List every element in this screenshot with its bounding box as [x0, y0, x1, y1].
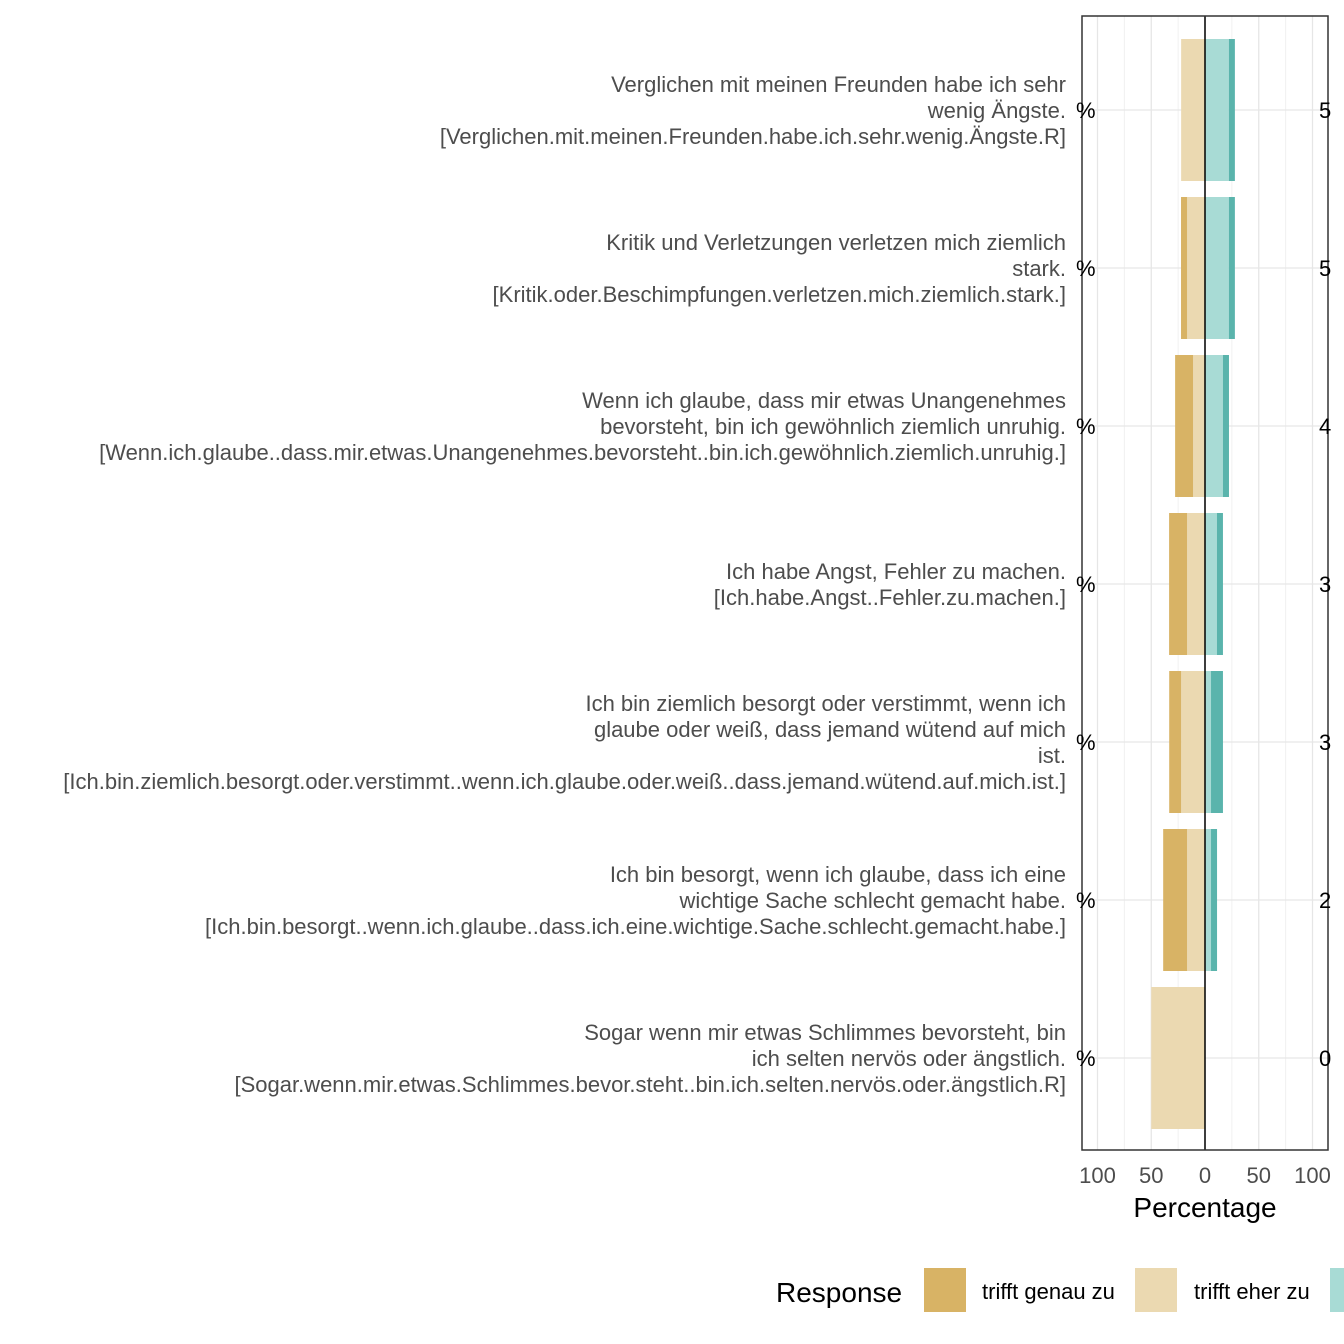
- x-axis-ticks: 100 50 0 50 100: [1079, 1163, 1331, 1188]
- bar-segment: [1205, 355, 1223, 497]
- category-label: Sogar wenn mir etwas Schlimmes bevorsteh…: [584, 1020, 1066, 1045]
- legend-title: Response: [776, 1277, 902, 1308]
- right-percent-label: 5: [1319, 256, 1331, 281]
- plot-panel-border: [1081, 15, 1329, 1151]
- left-percent-label: %: [1076, 414, 1096, 439]
- category-label: [Ich.bin.ziemlich.besorgt.oder.verstimmt…: [63, 769, 1066, 794]
- left-percent-label: %: [1076, 1046, 1096, 1071]
- bar-segment: [1205, 197, 1229, 339]
- left-percent-label: %: [1076, 572, 1096, 597]
- category-label: [Ich.habe.Angst..Fehler.zu.machen.]: [714, 585, 1066, 610]
- category-label: glaube oder weiß, dass jemand wütend auf…: [594, 717, 1066, 742]
- right-percent-label: 0: [1319, 1046, 1331, 1071]
- category-label: [Sogar.wenn.mir.etwas.Schlimmes.bevor.st…: [234, 1072, 1066, 1097]
- bar-segment: [1169, 671, 1182, 813]
- right-percent-label: 3: [1319, 730, 1331, 755]
- x-tick-label: 50: [1247, 1163, 1271, 1188]
- left-percent-label: %: [1076, 730, 1096, 755]
- bar-segment: [1205, 513, 1217, 655]
- bar-segment: [1181, 39, 1205, 181]
- bar-segment: [1193, 355, 1205, 497]
- bar-segment: [1181, 671, 1205, 813]
- side-labels: %%%%%%% 5 5 4 3 3 2 0: [1076, 98, 1331, 1071]
- legend-key: [1330, 1268, 1344, 1312]
- bar-segment: [1205, 829, 1212, 971]
- category-label: bevorsteht, bin ich gewöhnlich ziemlich …: [600, 414, 1066, 439]
- category-label: Verglichen mit meinen Freunden habe ich …: [611, 72, 1066, 97]
- legend-label: trifft genau zu: [982, 1279, 1115, 1304]
- x-tick-label: 100: [1079, 1163, 1116, 1188]
- legend: Response trifft genau zu trifft eher zu: [776, 1268, 1344, 1312]
- category-label: [Verglichen.mit.meinen.Freunden.habe.ich…: [440, 124, 1066, 149]
- bar-segment: [1216, 513, 1223, 655]
- category-label: wichtige Sache schlecht gemacht habe.: [679, 888, 1066, 913]
- category-label: ich selten nervös oder ängstlich.: [752, 1046, 1066, 1071]
- category-label: Wenn ich glaube, dass mir etwas Unangene…: [582, 388, 1066, 413]
- category-label: Ich habe Angst, Fehler zu machen.: [726, 559, 1066, 584]
- category-label: [Ich.bin.besorgt..wenn.ich.glaube..dass.…: [205, 914, 1066, 939]
- legend-key: [924, 1268, 966, 1312]
- bar-segment: [1169, 513, 1188, 655]
- bar-segment: [1211, 829, 1218, 971]
- bar-segment: [1151, 987, 1205, 1129]
- category-label: wenig Ängste.: [927, 98, 1066, 123]
- bar-segment: [1228, 197, 1235, 339]
- legend-label: trifft eher zu: [1194, 1279, 1310, 1304]
- bar-segment: [1228, 39, 1235, 181]
- bar-segment: [1205, 671, 1212, 813]
- bar-segment: [1205, 39, 1229, 181]
- x-tick-label: 50: [1139, 1163, 1163, 1188]
- bar-segment: [1181, 197, 1188, 339]
- x-axis-title: Percentage: [1133, 1192, 1276, 1223]
- bar-segment: [1222, 355, 1229, 497]
- category-label: stark.: [1012, 256, 1066, 281]
- left-percent-label: %: [1076, 888, 1096, 913]
- left-percent-label: %: [1076, 256, 1096, 281]
- category-labels: Verglichen mit meinen Freunden habe ich …: [63, 72, 1066, 1097]
- left-percent-label: %: [1076, 98, 1096, 123]
- bar-segment: [1187, 197, 1205, 339]
- bar-segment: [1187, 513, 1205, 655]
- right-percent-label: 2: [1319, 888, 1331, 913]
- right-percent-label: 5: [1319, 98, 1331, 123]
- category-label: Ich bin besorgt, wenn ich glaube, dass i…: [610, 862, 1066, 887]
- category-label: [Wenn.ich.glaube..dass.mir.etwas.Unangen…: [99, 440, 1066, 465]
- category-label: Kritik und Verletzungen verletzen mich z…: [606, 230, 1066, 255]
- category-label: ist.: [1038, 743, 1066, 768]
- legend-key: [1135, 1268, 1177, 1312]
- bars-group: [1151, 39, 1235, 1129]
- bar-segment: [1175, 355, 1194, 497]
- x-tick-label: 0: [1199, 1163, 1211, 1188]
- right-percent-label: 4: [1319, 414, 1331, 439]
- bar-segment: [1163, 829, 1188, 971]
- bar-segment: [1187, 829, 1205, 971]
- category-label: [Kritik.oder.Beschimpfungen.verletzen.mi…: [493, 282, 1066, 307]
- x-tick-label: 100: [1294, 1163, 1331, 1188]
- bar-segment: [1211, 671, 1223, 813]
- right-percent-label: 3: [1319, 572, 1331, 597]
- category-label: Ich bin ziemlich besorgt oder verstimmt,…: [585, 691, 1066, 716]
